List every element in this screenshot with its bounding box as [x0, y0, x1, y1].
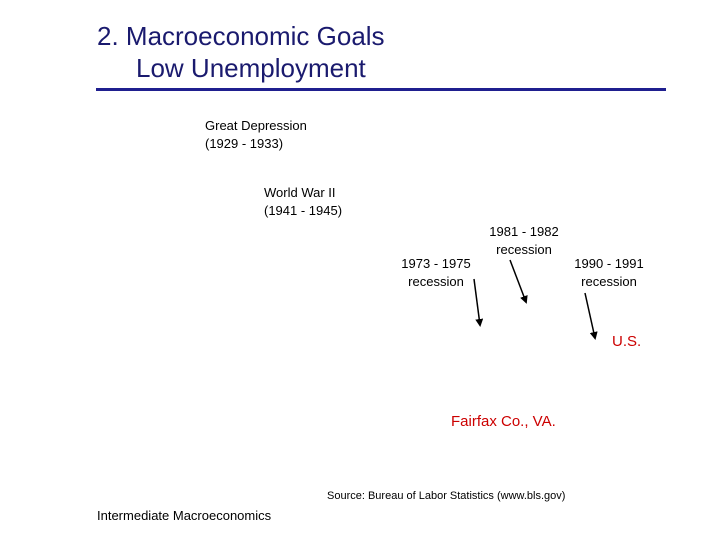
- world-war-ii-years: (1941 - 1945): [264, 203, 343, 218]
- world-war-ii-name: World War II: [264, 185, 336, 200]
- slide-title: 2. Macroeconomic Goals Low Unemployment: [97, 20, 385, 84]
- recession-1981-years: 1981 - 1982: [489, 224, 559, 239]
- arrow-1973-recession: [473, 278, 484, 327]
- arrow-1981-recession: [509, 259, 528, 304]
- arrow-1990-recession: [584, 292, 598, 340]
- recession-1973-word: recession: [408, 274, 464, 289]
- recession-1973-years: 1973 - 1975: [401, 256, 471, 271]
- great-depression-name: Great Depression: [205, 118, 307, 133]
- great-depression-years: (1929 - 1933): [205, 136, 284, 151]
- course-footer: Intermediate Macroeconomics: [97, 508, 272, 523]
- slide-title-line1: 2. Macroeconomic Goals: [97, 21, 385, 51]
- recession-1981-word: recession: [496, 242, 552, 257]
- great-depression-label: Great Depression (1929 - 1933): [205, 117, 307, 153]
- us-series-label: U.S.: [612, 333, 642, 350]
- slide-title-line2: Low Unemployment: [136, 53, 366, 83]
- fairfax-series-label: Fairfax Co., VA.: [451, 413, 556, 430]
- recession-1990-word: recession: [581, 274, 637, 289]
- title-divider: [96, 88, 666, 91]
- recession-1990-label: 1990 - 1991 recession: [569, 255, 649, 291]
- source-note: Source: Bureau of Labor Statistics (www.…: [327, 490, 566, 502]
- recession-1973-label: 1973 - 1975 recession: [396, 255, 476, 291]
- recession-1990-years: 1990 - 1991: [574, 256, 644, 271]
- world-war-ii-label: World War II (1941 - 1945): [264, 184, 342, 220]
- recession-1981-label: 1981 - 1982 recession: [484, 223, 564, 259]
